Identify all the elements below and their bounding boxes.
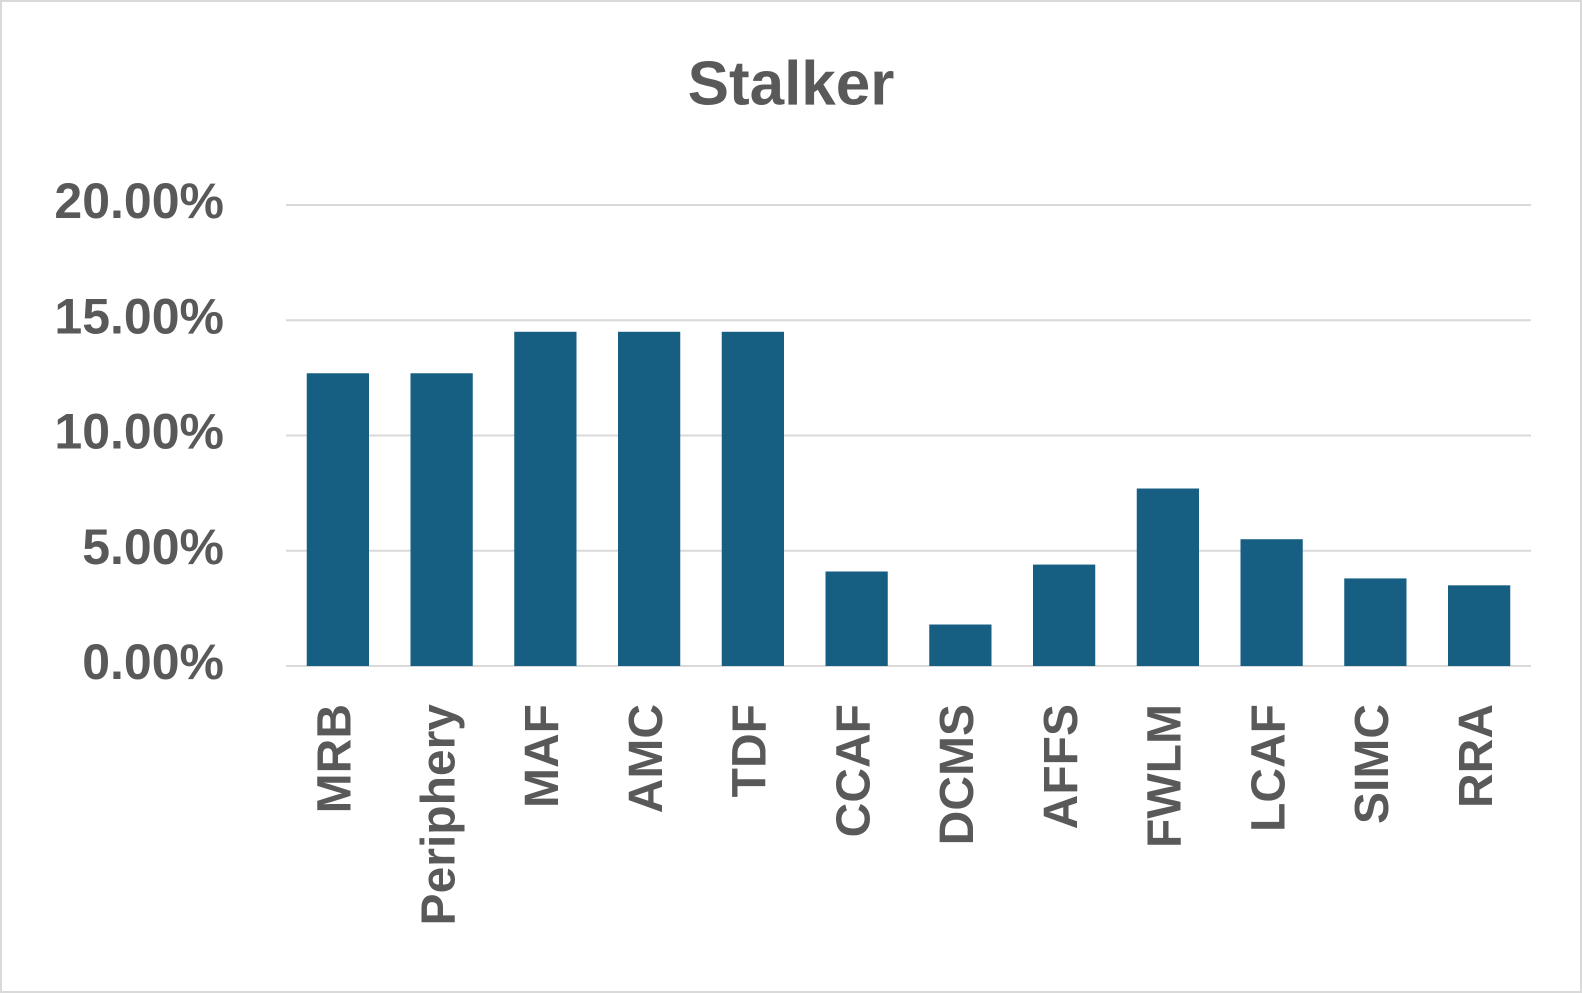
x-tick-label: RRA [1450,704,1503,808]
x-tick-label: SIMC [1346,704,1399,824]
x-tick-label: LCAF [1242,704,1295,832]
bar [514,331,577,666]
x-tick-label: AFFS [1035,704,1088,829]
bar [1344,578,1407,666]
y-tick-label: 20.00% [54,173,224,229]
y-tick-label: 15.00% [54,288,224,344]
bar [410,373,473,666]
bar [1033,564,1096,666]
x-tick-label: Periphery [412,704,465,926]
x-tick-label: DCMS [931,704,984,845]
x-tick-label: CCAF [827,704,880,837]
bar [1240,539,1303,666]
x-tick-label: TDF [724,704,777,797]
bar [306,373,369,666]
x-tick-label: FWLM [1139,704,1192,848]
bar [1136,488,1199,666]
chart-title: Stalker [688,49,895,118]
bar [721,331,784,666]
y-tick-label: 10.00% [54,404,224,460]
bar [1448,585,1511,666]
bar [618,331,681,666]
y-tick-label: 5.00% [82,519,224,575]
bar [825,571,888,666]
x-tick-label: MRB [309,704,362,813]
bar [929,624,992,666]
y-tick-label: 0.00% [82,634,224,690]
x-tick-label: MAF [516,704,569,808]
x-tick-label: AMC [620,704,673,813]
